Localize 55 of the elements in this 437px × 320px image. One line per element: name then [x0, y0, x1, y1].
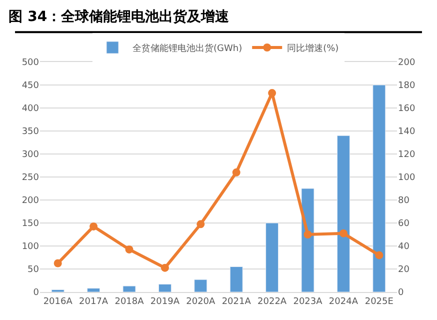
y2-tick-label: 180: [398, 81, 416, 92]
y-tick-label: 50: [28, 265, 40, 276]
y-tick-label: 100: [22, 242, 40, 252]
point: [232, 168, 240, 176]
y2-tick-label: 200: [398, 58, 416, 68]
y2-tick-label: 40: [398, 242, 410, 252]
x-tick-label: 2018A: [114, 296, 145, 307]
bar: [301, 188, 314, 292]
bar: [158, 284, 172, 292]
y2-tick-label: 160: [398, 104, 416, 114]
y-tick-label: 0: [33, 288, 40, 298]
x-tick-label: 2019A: [150, 296, 180, 307]
legend-label: 同比增速(%): [287, 43, 339, 54]
point: [54, 259, 62, 268]
x-tick-label: 2017A: [79, 296, 109, 307]
point: [160, 264, 169, 272]
bar: [87, 288, 100, 292]
point: [125, 245, 134, 254]
x-tick-label: 2022A: [258, 296, 288, 307]
bar: [122, 286, 136, 292]
y2-tick-label: 80: [398, 196, 410, 206]
y2-tick-label: 20: [398, 265, 410, 276]
point: [196, 220, 205, 228]
y2-tick-label: 0: [398, 288, 404, 298]
x-tick-label: 2021A: [222, 296, 252, 307]
y-tick-label: 300: [22, 150, 40, 160]
point: [90, 222, 98, 230]
bar: [372, 84, 386, 292]
x-tick-label: 2025E: [364, 296, 394, 307]
bar: [336, 135, 350, 292]
y-tick-label: 150: [22, 219, 40, 230]
y-tick-label: 200: [22, 196, 40, 206]
y2-tick-label: 60: [398, 219, 410, 230]
bar: [266, 222, 279, 292]
y2-tick-label: 140: [398, 127, 416, 138]
y-tick-label: 450: [22, 81, 40, 92]
y-tick-label: 350: [22, 127, 40, 138]
point: [304, 230, 312, 238]
bar: [51, 289, 64, 292]
bar: [194, 279, 208, 292]
x-tick-label: 2016A: [43, 296, 74, 307]
x-tick-label: 2024A: [328, 296, 359, 307]
x-tick-label: 2020A: [186, 296, 216, 307]
bar: [230, 266, 243, 292]
point: [339, 229, 348, 238]
y-tick-label: 400: [22, 104, 40, 114]
y2-tick-label: 100: [398, 173, 416, 184]
point: [268, 89, 276, 98]
y2-tick-label: 120: [398, 150, 416, 160]
y-tick-label: 500: [22, 58, 40, 68]
chart-title: 图 34：全球储能锂电池出货及增速: [8, 9, 230, 25]
point: [375, 251, 384, 260]
x-tick-label: 2023A: [293, 296, 324, 307]
legend-label: 全贫储能锂电池出货(GWh): [132, 43, 242, 54]
y-tick-label: 250: [22, 173, 40, 184]
